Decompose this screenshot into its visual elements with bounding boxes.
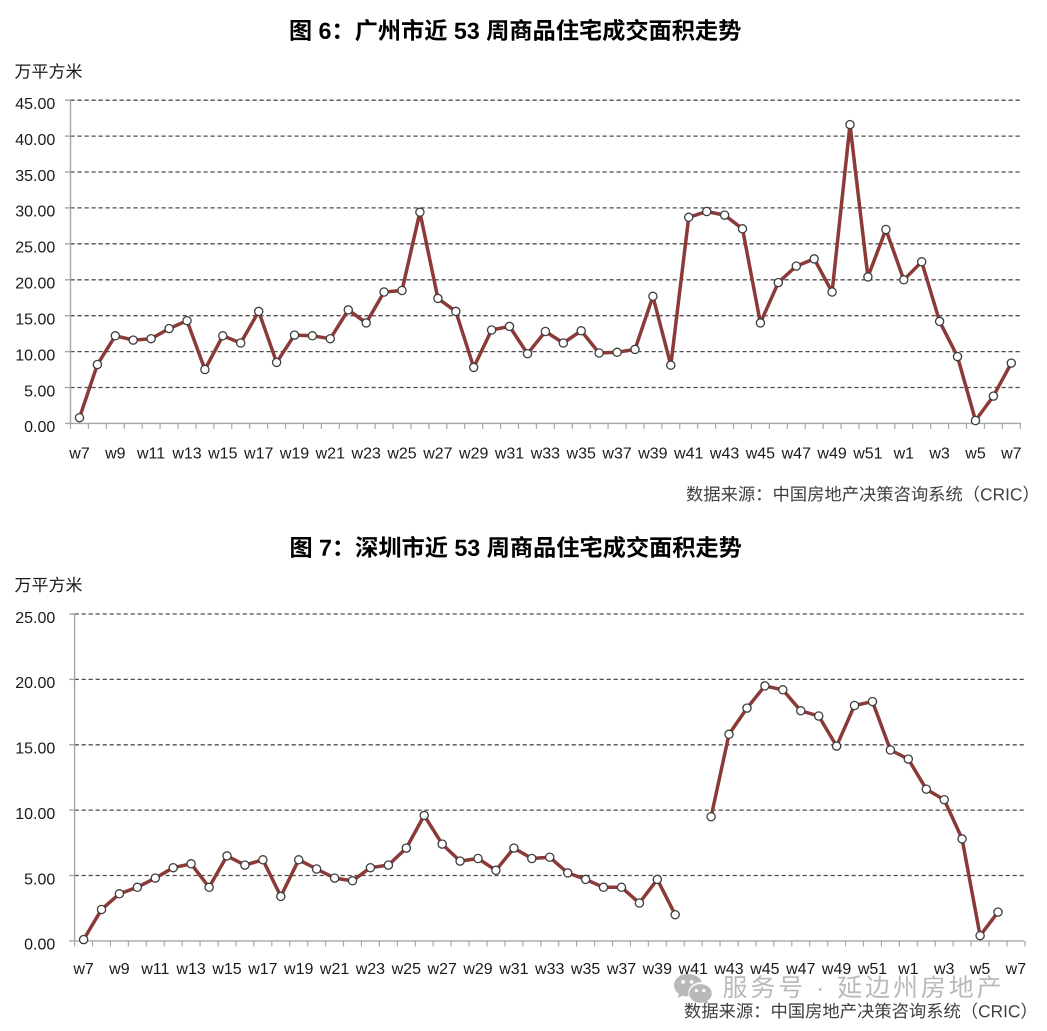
svg-text:w47: w47 bbox=[785, 961, 815, 978]
svg-text:35.00: 35.00 bbox=[15, 168, 55, 185]
svg-text:w17: w17 bbox=[247, 961, 277, 978]
svg-text:w9: w9 bbox=[108, 961, 130, 978]
svg-text:w5: w5 bbox=[964, 445, 986, 462]
svg-text:5.00: 5.00 bbox=[24, 871, 55, 888]
svg-text:w43: w43 bbox=[709, 445, 739, 462]
svg-text:w37: w37 bbox=[606, 961, 636, 978]
svg-text:w35: w35 bbox=[570, 961, 600, 978]
svg-text:5.00: 5.00 bbox=[24, 383, 55, 400]
svg-text:w33: w33 bbox=[534, 961, 564, 978]
svg-text:w19: w19 bbox=[283, 961, 313, 978]
svg-text:w25: w25 bbox=[391, 961, 421, 978]
svg-text:w1: w1 bbox=[897, 961, 919, 978]
svg-text:20.00: 20.00 bbox=[15, 675, 55, 692]
svg-text:w25: w25 bbox=[386, 445, 416, 462]
svg-text:25.00: 25.00 bbox=[15, 240, 55, 257]
svg-text:w45: w45 bbox=[749, 961, 779, 978]
svg-text:w33: w33 bbox=[530, 445, 560, 462]
svg-text:w15: w15 bbox=[207, 445, 237, 462]
svg-text:45.00: 45.00 bbox=[15, 96, 55, 113]
svg-text:w29: w29 bbox=[462, 961, 492, 978]
svg-text:w11: w11 bbox=[140, 961, 169, 978]
svg-text:w13: w13 bbox=[171, 445, 201, 462]
svg-text:w39: w39 bbox=[642, 961, 672, 978]
svg-text:w45: w45 bbox=[745, 445, 775, 462]
svg-text:w19: w19 bbox=[279, 445, 309, 462]
svg-text:w35: w35 bbox=[566, 445, 596, 462]
svg-text:w23: w23 bbox=[355, 961, 385, 978]
svg-text:w23: w23 bbox=[351, 445, 381, 462]
svg-text:w7: w7 bbox=[1005, 961, 1027, 978]
svg-text:w7: w7 bbox=[68, 445, 90, 462]
svg-text:w29: w29 bbox=[458, 445, 488, 462]
svg-text:w3: w3 bbox=[933, 961, 955, 978]
svg-text:w51: w51 bbox=[852, 445, 882, 462]
svg-text:w9: w9 bbox=[104, 445, 126, 462]
svg-text:40.00: 40.00 bbox=[15, 132, 55, 149]
svg-text:30.00: 30.00 bbox=[15, 204, 55, 221]
svg-text:w5: w5 bbox=[969, 961, 991, 978]
svg-text:0.00: 0.00 bbox=[24, 937, 55, 954]
svg-text:w15: w15 bbox=[211, 961, 241, 978]
svg-text:10.00: 10.00 bbox=[15, 347, 55, 364]
svg-text:w43: w43 bbox=[713, 961, 743, 978]
svg-text:w37: w37 bbox=[601, 445, 631, 462]
svg-text:15.00: 15.00 bbox=[15, 741, 55, 758]
svg-text:10.00: 10.00 bbox=[15, 806, 55, 823]
svg-text:w21: w21 bbox=[315, 445, 345, 462]
svg-text:w41: w41 bbox=[673, 445, 703, 462]
svg-text:w27: w27 bbox=[427, 961, 457, 978]
svg-text:w49: w49 bbox=[821, 961, 851, 978]
svg-text:w21: w21 bbox=[319, 961, 349, 978]
svg-text:20.00: 20.00 bbox=[15, 276, 55, 293]
svg-text:w7: w7 bbox=[1000, 445, 1022, 462]
svg-text:25.00: 25.00 bbox=[15, 610, 55, 627]
svg-text:w39: w39 bbox=[637, 445, 667, 462]
svg-text:w31: w31 bbox=[494, 445, 524, 462]
svg-text:w3: w3 bbox=[928, 445, 950, 462]
svg-text:w7: w7 bbox=[72, 961, 94, 978]
svg-text:w11: w11 bbox=[136, 445, 165, 462]
svg-text:w47: w47 bbox=[781, 445, 811, 462]
svg-text:w51: w51 bbox=[857, 961, 887, 978]
svg-text:w1: w1 bbox=[893, 445, 915, 462]
svg-text:w27: w27 bbox=[422, 445, 452, 462]
svg-text:15.00: 15.00 bbox=[15, 312, 55, 329]
svg-text:w49: w49 bbox=[816, 445, 846, 462]
svg-text:0.00: 0.00 bbox=[24, 419, 55, 436]
svg-text:w41: w41 bbox=[678, 961, 708, 978]
svg-text:w17: w17 bbox=[243, 445, 273, 462]
svg-text:w31: w31 bbox=[498, 961, 528, 978]
svg-text:w13: w13 bbox=[175, 961, 205, 978]
